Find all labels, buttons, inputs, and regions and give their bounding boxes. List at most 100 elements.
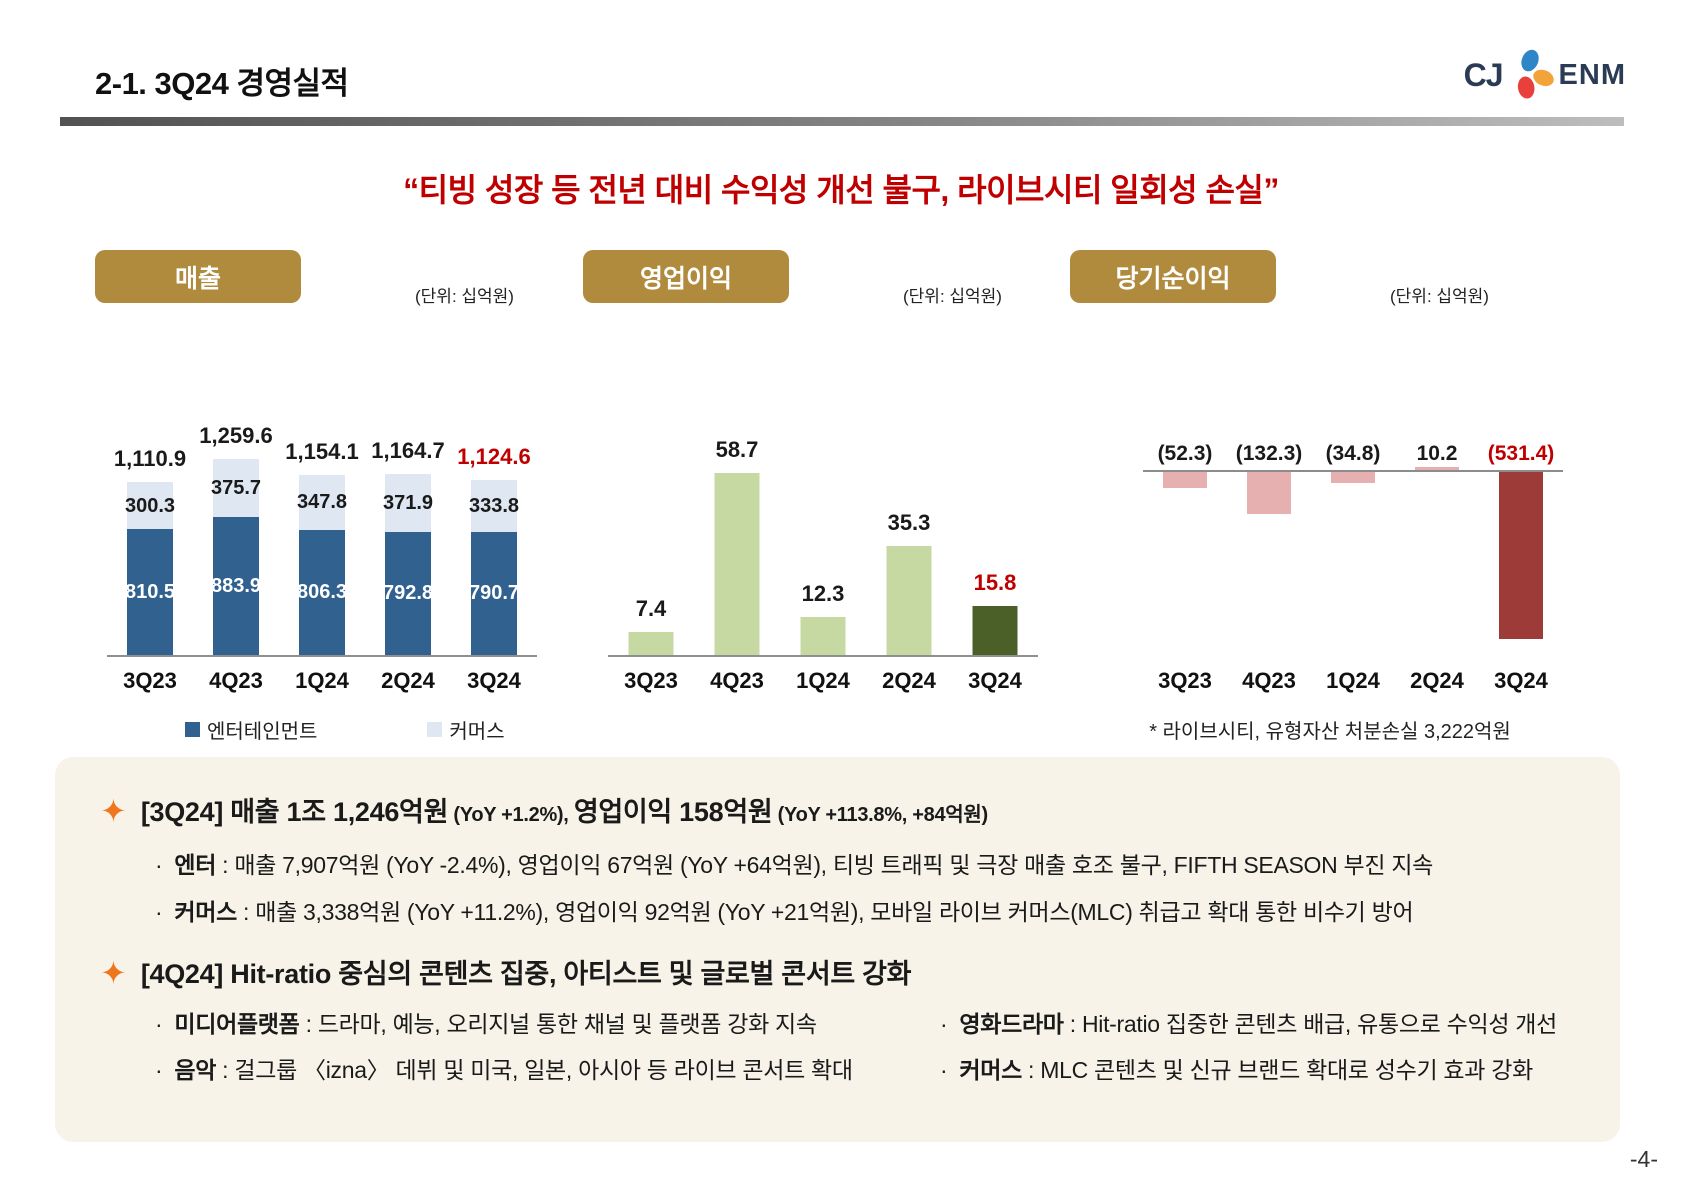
legend-label-entertainment: 엔터테인먼트 xyxy=(207,721,318,743)
summary-heading-4q24: [4Q24] Hit-ratio 중심의 콘텐츠 집중, 아티스트 및 글로벌 … xyxy=(140,955,912,993)
operating-profit-badge: 영업이익 xyxy=(583,250,789,303)
page-title: 2-1. 3Q24 경영실적 xyxy=(95,66,349,101)
bar-column: 58.7 xyxy=(694,390,780,655)
bullet-media-platform: · 미디어플랫폼 : 드라마, 예능, 오리지널 통한 채널 및 플랫폼 강화 지… xyxy=(100,1007,885,1041)
net-profit-bar xyxy=(1163,472,1207,489)
page-number: -4- xyxy=(1629,1146,1658,1172)
operating-profit-x-axis: 3Q23 4Q23 1Q24 2Q24 3Q24 xyxy=(608,668,1038,694)
bullet-entertainment: · 엔터 : 매출 7,907억원 (YoY -2.4%), 영업이익 67억원 … xyxy=(100,848,1575,882)
bullet-music: · 음악 : 걸그룹 〈izna〉 데뷔 및 미국, 일본, 아시아 등 라이브 … xyxy=(100,1053,885,1087)
value-label: (34.8) xyxy=(1325,442,1381,465)
bullet-term: 커머스 xyxy=(959,1057,1022,1083)
entertainment-bar xyxy=(299,529,345,655)
total-value-label: 1,154.1 xyxy=(285,439,359,465)
x-axis-label: 2Q24 xyxy=(1410,668,1464,693)
logo-cj-text: CJ xyxy=(1463,56,1504,93)
net-profit-unit-label: (단위: 십억원) xyxy=(1390,287,1489,306)
value-label: (132.3) xyxy=(1235,442,1303,465)
bullet-separator: : xyxy=(216,1057,235,1083)
entertainment-value-label: 806.3 xyxy=(296,581,348,604)
revenue-chart-section: 매출 (단위: 십억원) 810.5 300.3 1,110.9 883.9 375.7… xyxy=(95,250,555,760)
summary-section-3q24-heading-row: ✦ [3Q24] 매출 1조 1,246억원 (YoY +1.2%), 영업이익… xyxy=(100,793,1575,834)
commerce-value-label: 375.7 xyxy=(210,477,262,500)
commerce-bar xyxy=(213,459,259,518)
entertainment-bar xyxy=(213,517,259,655)
operating-profit-chart-plot: 7.4 58.7 12.3 35.3 15.8 xyxy=(608,390,1038,657)
bullet-term: 커머스 xyxy=(174,899,237,925)
x-axis-label: 4Q23 xyxy=(209,668,263,693)
bar-column: 883.9 375.7 1,259.6 xyxy=(193,390,279,655)
bar-column: (34.8) xyxy=(1311,390,1395,655)
x-axis-label: 3Q23 xyxy=(624,668,678,693)
entertainment-value-label: 792.8 xyxy=(382,582,434,605)
entertainment-value-label: 790.7 xyxy=(468,582,520,605)
x-axis-label: 4Q23 xyxy=(1242,668,1296,693)
entertainment-bar xyxy=(127,528,173,655)
total-value-label: 1,110.9 xyxy=(113,446,187,472)
bullet-dot: · xyxy=(155,1057,163,1083)
bullet-term: 미디어플랫폼 xyxy=(174,1011,300,1037)
bullet-separator: : xyxy=(1021,1057,1041,1083)
bar-column: (52.3) xyxy=(1143,390,1227,655)
cj-blossom-icon xyxy=(1517,49,1554,99)
operating-profit-bar xyxy=(714,473,760,655)
total-value-label: 1,259.6 xyxy=(199,423,273,449)
heading-subtext: (YoY +1.2%), xyxy=(448,804,574,826)
value-label: 58.7 xyxy=(715,437,759,463)
net-profit-chart-plot: (52.3) (132.3) (34.8) 10.2 (531.4) xyxy=(1143,390,1563,655)
heading-text: [4Q24] Hit-ratio 중심의 콘텐츠 집중, 아티스트 및 글로벌 … xyxy=(140,959,912,989)
bullet-dot: · xyxy=(155,899,163,925)
legend-item-commerce: 커머스 xyxy=(427,715,505,744)
summary-panel: ✦ [3Q24] 매출 1조 1,246억원 (YoY +1.2%), 영업이익… xyxy=(55,757,1620,1142)
net-profit-badge: 당기순이익 xyxy=(1070,250,1276,303)
entertainment-swatch-icon xyxy=(185,722,200,737)
bullet-commerce: · 커머스 : 매출 3,338억원 (YoY +11.2%), 영업이익 92억… xyxy=(100,895,1575,929)
operating-profit-bar xyxy=(800,616,846,655)
value-label: 15.8 xyxy=(973,570,1017,596)
bullet-separator: : xyxy=(216,852,235,878)
bar-column: 12.3 xyxy=(780,390,866,655)
commerce-bar xyxy=(471,480,517,532)
operating-profit-bar xyxy=(628,632,674,655)
bullet-separator: : xyxy=(299,1011,318,1037)
revenue-legend: 엔터테인먼트 커머스 xyxy=(107,715,537,744)
x-axis-label: 2Q24 xyxy=(381,668,435,693)
operating-profit-unit-label: (단위: 십억원) xyxy=(903,287,1002,306)
heading-text: [3Q24] 매출 1조 1,246억원 xyxy=(140,797,449,827)
net-profit-bar xyxy=(1415,466,1459,470)
revenue-badge: 매출 xyxy=(95,250,301,303)
value-label: 10.2 xyxy=(1416,442,1458,465)
net-profit-chart-section: 당기순이익 (단위: 십억원) (52.3) (132.3) (34.8) 10.2(… xyxy=(1070,250,1590,760)
summary-4q24-bullets-grid: · 미디어플랫폼 : 드라마, 예능, 오리지널 통한 채널 및 플랫폼 강화 지… xyxy=(100,1007,1575,1087)
bar-column: (132.3) xyxy=(1227,390,1311,655)
commerce-value-label: 347.8 xyxy=(296,491,348,514)
value-label: (531.4) xyxy=(1487,442,1555,465)
entertainment-value-label: 883.9 xyxy=(210,575,262,598)
net-profit-bar xyxy=(1499,472,1543,639)
sparkle-icon: ✦ xyxy=(100,793,127,829)
x-axis-label: 3Q24 xyxy=(968,668,1022,693)
value-label: 35.3 xyxy=(887,509,931,535)
summary-heading-3q24: [3Q24] 매출 1조 1,246억원 (YoY +1.2%), 영업이익 1… xyxy=(141,793,988,834)
bullet-separator: : xyxy=(236,899,256,925)
commerce-swatch-icon xyxy=(427,722,443,737)
legend-label-commerce: 커머스 xyxy=(449,721,505,743)
x-axis-label: 2Q24 xyxy=(882,668,936,693)
net-profit-bar xyxy=(1247,472,1291,514)
bullet-separator: : xyxy=(1063,1011,1082,1037)
operating-profit-chart-section: 영업이익 (단위: 십억원) 7.4 58.7 12.3 35.3 15.8 3Q23 4… xyxy=(583,250,1058,760)
bar-column: (531.4) xyxy=(1479,390,1563,655)
entertainment-bar xyxy=(385,531,431,655)
legend-item-entertainment: 엔터테인먼트 xyxy=(185,715,317,744)
total-value-label: 1,124.6 xyxy=(457,444,531,470)
bar-column: 792.8 371.9 1,164.7 xyxy=(365,390,451,655)
value-label: 12.3 xyxy=(801,580,845,606)
header-divider xyxy=(60,117,1624,126)
operating-profit-bar xyxy=(886,545,932,655)
revenue-x-axis: 3Q23 4Q23 1Q24 2Q24 3Q24 xyxy=(107,668,537,694)
commerce-value-label: 333.8 xyxy=(468,495,520,517)
bar-column: 10.2 xyxy=(1395,390,1479,655)
bullet-commerce-4q: · 커머스 : MLC 콘텐츠 및 신규 브랜드 확대로 성수기 효과 강화 xyxy=(885,1053,1575,1087)
zero-axis-line xyxy=(1143,470,1563,472)
bullet-text: 걸그룹 〈izna〉 데뷔 및 미국, 일본, 아시아 등 라이브 콘서트 확대 xyxy=(234,1057,853,1083)
